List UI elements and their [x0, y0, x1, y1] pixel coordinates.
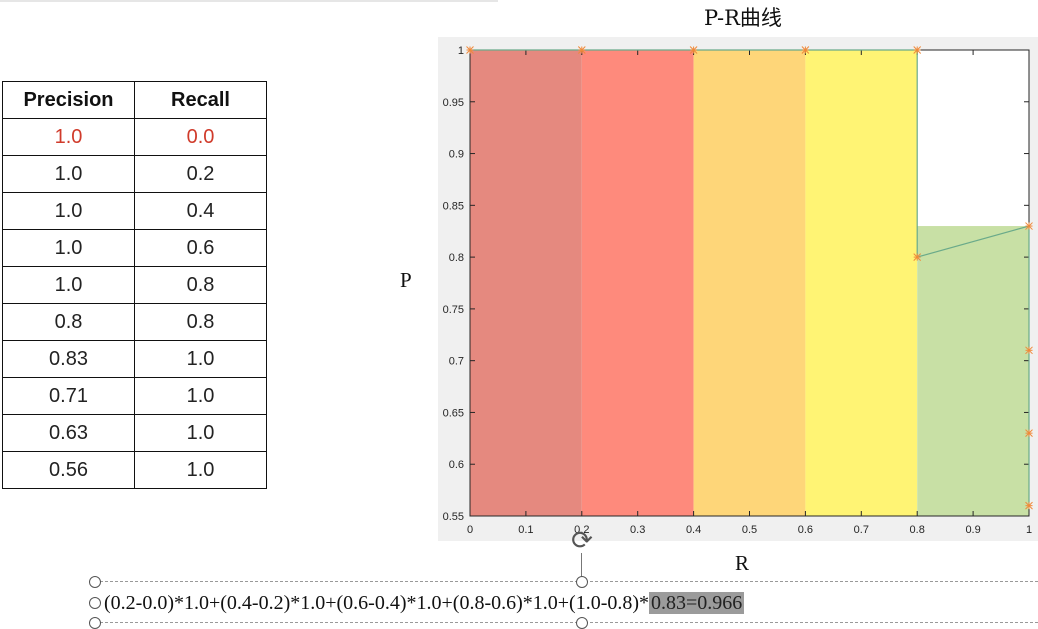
x-tick-label: 0.6 — [798, 524, 813, 536]
resize-handle-top-middle[interactable] — [576, 576, 588, 588]
y-tick-label: 0.7 — [449, 356, 464, 368]
table-header-row: Precision Recall — [2, 81, 267, 119]
area-region-4 — [917, 226, 1029, 517]
pr-point — [577, 46, 586, 54]
table-row: 1.0 0.4 — [2, 192, 267, 230]
pr-point — [801, 46, 810, 54]
rotate-handle-icon[interactable]: ⟳ — [571, 526, 593, 556]
resize-handle-bottom-left[interactable] — [89, 617, 101, 629]
cell-precision: 1.0 — [2, 229, 135, 267]
pr-point — [913, 46, 922, 54]
table-row: 0.56 1.0 — [2, 451, 267, 489]
y-tick-label: 0.9 — [449, 149, 464, 161]
x-tick-label: 0.9 — [965, 524, 980, 536]
pr-point — [466, 46, 474, 54]
x-tick-label: 0.2 — [574, 524, 589, 536]
table-row: 1.0 0.8 — [2, 266, 267, 304]
cell-precision: 0.56 — [2, 451, 135, 489]
area-region-3 — [805, 50, 918, 516]
watermark: CSDN @阿瑶请跟我！ — [836, 600, 1009, 620]
table-row: 0.8 0.8 — [2, 303, 267, 341]
cell-recall: 0.8 — [134, 303, 267, 341]
formula-result: 0.83=0.966 — [649, 592, 745, 614]
pr-point — [1025, 429, 1033, 438]
cell-precision: 0.63 — [2, 414, 135, 452]
area-region-0 — [470, 50, 582, 516]
cell-recall: 1.0 — [134, 414, 267, 452]
precision-recall-table: Precision Recall 1.0 0.0 1.0 0.2 1.0 0.4 1.0 0.… — [2, 81, 267, 489]
formula-expression: (0.2-0.0)*1.0+(0.4-0.2)*1.0+(0.6-0.4)*1.… — [104, 592, 650, 614]
pr-point — [1025, 346, 1033, 355]
resize-handle-bottom-middle[interactable] — [576, 617, 588, 629]
cell-recall: 1.0 — [134, 451, 267, 489]
cell-precision: 0.8 — [2, 303, 135, 341]
textbox-border-bottom — [95, 622, 1038, 623]
top-divider — [0, 0, 498, 2]
cell-precision: 1.0 — [2, 118, 135, 156]
table-body: 1.0 0.0 1.0 0.2 1.0 0.4 1.0 0.6 1.0 0.8 0.8 0.8 0.83… — [2, 118, 267, 489]
resize-handle-middle-left[interactable] — [89, 597, 101, 609]
pr-point — [1025, 222, 1033, 230]
header-precision: Precision — [2, 81, 135, 119]
x-tick-label: 0.3 — [630, 524, 645, 536]
y-tick-label: 1 — [458, 45, 464, 57]
chart-title: P-R曲线 — [704, 6, 782, 30]
y-tick-label: 0.65 — [443, 407, 464, 419]
x-tick-label: 0.4 — [686, 524, 701, 536]
x-tick-label: 0.7 — [854, 524, 869, 536]
cell-recall: 0.8 — [134, 266, 267, 304]
table-row: 1.0 0.2 — [2, 155, 267, 193]
y-tick-label: 0.75 — [443, 304, 464, 316]
table-row: 0.63 1.0 — [2, 414, 267, 452]
pr-point — [689, 46, 698, 54]
pr-point — [913, 253, 922, 261]
x-tick-label: 1 — [1026, 524, 1032, 536]
y-tick-label: 0.6 — [449, 459, 464, 471]
x-tick-label: 0.1 — [518, 524, 533, 536]
cell-precision: 1.0 — [2, 192, 135, 230]
table-row: 1.0 0.0 — [2, 118, 267, 156]
x-tick-label: 0 — [467, 524, 473, 536]
y-tick-label: 0.55 — [443, 511, 464, 523]
resize-handle-top-left[interactable] — [89, 576, 101, 588]
cell-recall: 0.0 — [134, 118, 267, 156]
y-tick-label: 0.8 — [449, 252, 464, 264]
x-axis-label: R — [735, 551, 750, 575]
x-tick-label: 0.8 — [910, 524, 925, 536]
area-region-2 — [693, 50, 806, 516]
cell-recall: 0.2 — [134, 155, 267, 193]
cell-recall: 0.6 — [134, 229, 267, 267]
x-tick-label: 0.5 — [742, 524, 757, 536]
formula-textbox[interactable]: (0.2-0.0)*1.0+(0.4-0.2)*1.0+(0.6-0.4)*1.… — [104, 592, 745, 615]
y-axis-label: P — [400, 268, 412, 292]
header-recall: Recall — [134, 81, 267, 119]
cell-precision: 1.0 — [2, 155, 135, 193]
y-tick-label: 0.85 — [443, 200, 464, 212]
cell-recall: 1.0 — [134, 340, 267, 378]
area-region-1 — [581, 50, 694, 516]
pr-curve-line — [470, 49, 1030, 506]
textbox-border-top — [95, 581, 1038, 582]
table-row: 0.83 1.0 — [2, 340, 267, 378]
pr-point — [1025, 501, 1033, 510]
cell-precision: 0.83 — [2, 340, 135, 378]
y-tick-label: 0.95 — [443, 97, 464, 109]
cell-recall: 0.4 — [134, 192, 267, 230]
cell-precision: 0.71 — [2, 377, 135, 415]
rotate-stem — [581, 553, 582, 580]
table-row: 1.0 0.6 — [2, 229, 267, 267]
